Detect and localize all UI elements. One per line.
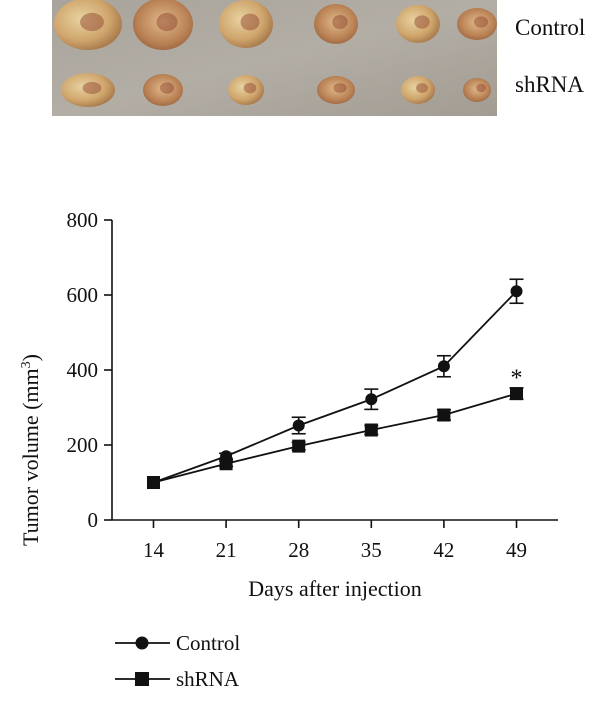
tumor-specimen <box>54 0 122 50</box>
y-tick-label: 400 <box>67 358 99 382</box>
tumor-highlight <box>80 12 104 32</box>
x-tick-label: 14 <box>143 538 165 562</box>
tumor-specimen <box>219 0 273 48</box>
tumor-highlight <box>476 83 486 93</box>
point-control <box>510 285 523 298</box>
tumor-highlight <box>240 13 260 31</box>
tumor-highlight <box>156 12 178 32</box>
tumor-highlight <box>160 82 174 94</box>
tumor-highlight <box>243 82 257 94</box>
tumor-specimen <box>401 76 435 104</box>
point-shrna <box>437 408 451 422</box>
x-tick-label: 42 <box>433 538 454 562</box>
x-tick-label: 35 <box>361 538 382 562</box>
error-bars <box>219 278 524 468</box>
tumor-specimen <box>396 5 440 43</box>
photo-label-control: Control <box>515 15 585 40</box>
point-shrna <box>364 423 378 437</box>
point-control <box>365 393 378 406</box>
tumor-highlight <box>474 16 488 28</box>
tumor-specimen <box>61 73 115 107</box>
chart-axes: 0 200 400 600 800 14 21 28 35 42 49 <box>67 208 558 562</box>
tumor-specimen <box>314 4 358 44</box>
y-tick-label: 200 <box>67 433 99 457</box>
legend-marker-circle <box>135 636 149 650</box>
y-axis-label: Tumor volume (mm3) <box>18 354 43 546</box>
tumor-volume-chart: 0 200 400 600 800 14 21 28 35 42 49 * Tumor volume… <box>0 170 600 697</box>
significance-asterisk: * <box>511 366 523 392</box>
point-shrna <box>146 476 160 489</box>
tumor-highlight <box>416 83 428 93</box>
x-tick-label: 49 <box>506 538 527 562</box>
tumor-highlight <box>82 82 102 94</box>
tumor-specimen <box>463 78 491 102</box>
series-line-control <box>153 290 518 484</box>
x-axis-label: Days after injection <box>248 576 422 601</box>
tumor-highlight <box>333 83 347 93</box>
series-line-shrna <box>153 392 517 484</box>
chart-svg: 0 200 400 600 800 14 21 28 35 42 49 * Tumor volume… <box>18 208 558 691</box>
tumor-highlight <box>414 15 430 29</box>
series-markers <box>146 285 524 489</box>
tumor-specimen <box>143 74 183 106</box>
tumor-photo-panel: Control shRNA <box>0 0 600 120</box>
tumor-specimen <box>317 76 355 104</box>
x-tick-label: 28 <box>288 538 309 562</box>
legend-label-shrna: shRNA <box>176 667 240 691</box>
y-tick-label: 600 <box>67 283 99 307</box>
tumor-specimens <box>54 0 497 107</box>
tumor-specimen <box>133 0 193 50</box>
photo-label-shrna: shRNA <box>515 72 584 97</box>
chart-annotations: * <box>511 366 523 392</box>
y-tick-label: 0 <box>88 508 99 532</box>
point-control <box>292 419 305 432</box>
series-lines <box>153 290 518 484</box>
x-tick-label: 21 <box>216 538 237 562</box>
point-shrna <box>510 387 524 401</box>
point-shrna <box>292 439 306 453</box>
tumor-photo: Control shRNA <box>52 0 585 116</box>
tumor-specimen <box>228 75 264 105</box>
point-control <box>437 360 450 373</box>
tumor-specimen <box>457 8 497 40</box>
point-shrna <box>219 457 233 471</box>
legend-marker-square <box>135 672 149 686</box>
tumor-highlight <box>332 15 348 29</box>
legend-label-control: Control <box>176 631 240 655</box>
chart-legend: Control shRNA <box>115 631 240 691</box>
y-tick-label: 800 <box>67 208 99 232</box>
